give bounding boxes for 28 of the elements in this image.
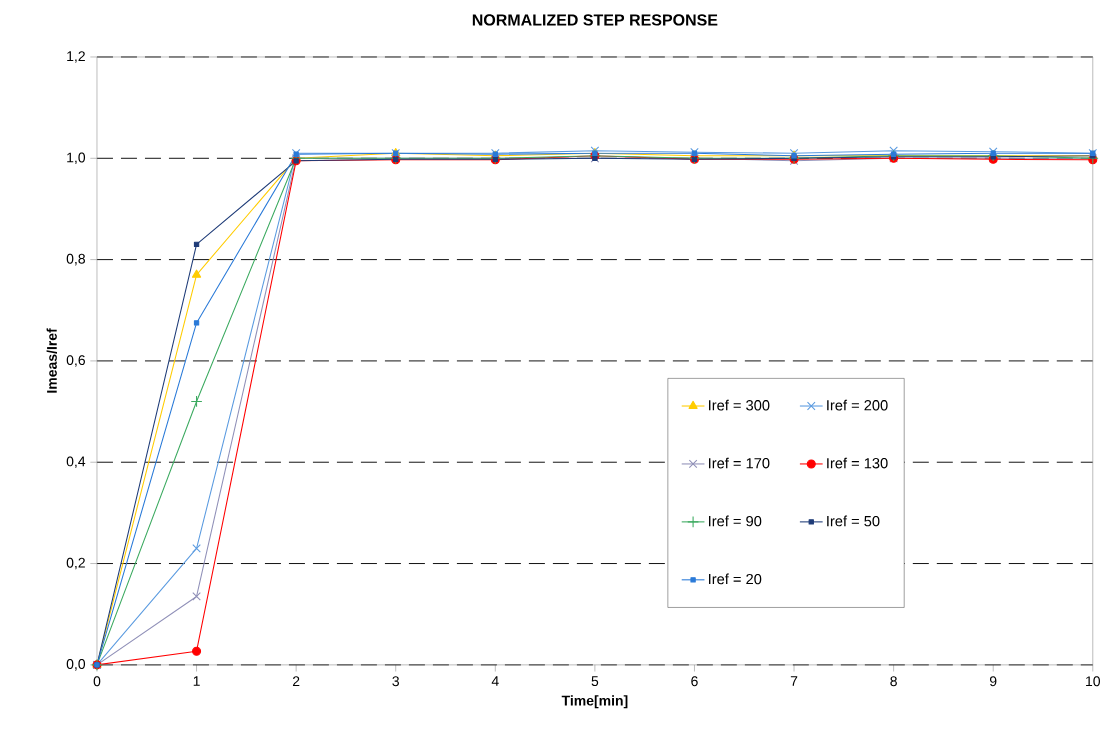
chart-title: NORMALIZED STEP RESPONSE (472, 14, 718, 26)
x-tick-label: 1 (193, 676, 200, 686)
x-axis-title: Time[min] (561, 695, 628, 709)
y-tick-label: 0,8 (66, 253, 85, 266)
y-tick-label: 0,0 (66, 659, 86, 671)
legend-label: Iref = 50 (827, 515, 880, 527)
y-tick-label: 0,2 (66, 557, 85, 570)
legend-label: Iref = 170 (709, 457, 770, 469)
legend-label: Iref = 20 (709, 573, 762, 585)
legend-label: Iref = 200 (827, 399, 888, 411)
legend-label: Iref = 130 (827, 457, 888, 469)
x-tick-label: 10 (1086, 676, 1101, 687)
y-tick-label: 1,0 (67, 152, 86, 165)
y-tick-label: 0,6 (66, 355, 85, 367)
x-tick-label: 8 (890, 676, 897, 687)
x-tick-label: 5 (591, 676, 599, 687)
x-tick-label: 4 (491, 676, 499, 686)
y-axis-title: Imeas/Iref (46, 328, 57, 393)
x-tick-label: 9 (989, 676, 997, 687)
x-tick-label: 2 (292, 676, 300, 687)
x-tick-label: 7 (790, 676, 798, 686)
y-tick-label: 1,2 (67, 51, 85, 63)
x-tick-label: 0 (93, 676, 101, 687)
legend-label: Iref = 90 (709, 515, 762, 527)
x-tick-label: 3 (392, 676, 399, 687)
legend-label: Iref = 300 (709, 399, 770, 411)
y-tick-label: 0,4 (66, 456, 86, 469)
x-tick-label: 6 (691, 676, 698, 687)
